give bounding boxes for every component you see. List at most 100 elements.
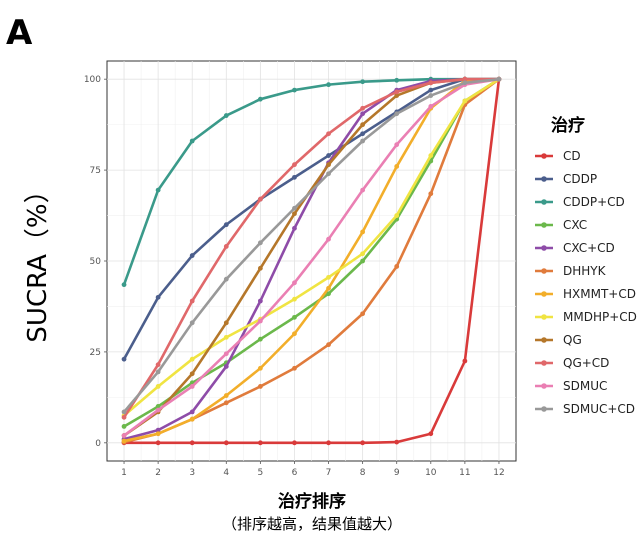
data-point xyxy=(326,285,331,291)
legend-key-point xyxy=(541,360,547,366)
data-point xyxy=(223,334,229,340)
data-point xyxy=(121,282,127,288)
series-line xyxy=(122,77,501,286)
data-point xyxy=(360,251,366,257)
data-point xyxy=(155,427,161,433)
data-point xyxy=(121,356,127,362)
x-tick-label: 4 xyxy=(223,468,229,478)
data-point xyxy=(394,142,400,148)
x-tick-label: 5 xyxy=(258,468,264,478)
data-point xyxy=(394,89,400,95)
data-point xyxy=(360,187,366,193)
legend-label: SDMUC xyxy=(563,379,607,393)
x-tick-label: 6 xyxy=(292,468,298,478)
data-point xyxy=(360,111,366,117)
data-point xyxy=(360,131,366,137)
data-point xyxy=(462,76,468,82)
data-point xyxy=(462,80,468,86)
legend-key-point xyxy=(541,314,547,320)
data-point xyxy=(189,384,195,389)
data-point xyxy=(189,298,195,304)
data-point xyxy=(189,253,195,258)
legend-label: DHHYK xyxy=(563,264,607,278)
data-point xyxy=(326,291,331,297)
x-tick-label: 11 xyxy=(459,468,470,478)
series-layer xyxy=(121,76,502,446)
data-point xyxy=(360,229,366,235)
data-point xyxy=(292,211,297,217)
data-point xyxy=(155,404,161,409)
data-point xyxy=(121,424,127,429)
data-point xyxy=(121,433,127,438)
legend-key-point xyxy=(541,222,547,228)
data-point xyxy=(326,131,331,137)
data-point xyxy=(257,96,263,102)
legend-item: QG+CD xyxy=(535,356,609,370)
legend-label: CXC xyxy=(563,218,587,232)
legend-item: HXMMT+CD xyxy=(535,287,636,301)
data-point xyxy=(257,365,263,371)
series-line xyxy=(122,77,501,419)
legend-item: MMDHP+CD xyxy=(535,310,637,324)
legend-key-point xyxy=(541,268,547,274)
data-point xyxy=(223,222,229,228)
y-tick-label: 100 xyxy=(84,75,101,85)
data-point xyxy=(360,258,366,264)
series-line xyxy=(122,77,501,361)
legend-item: SDMUC xyxy=(535,379,607,393)
data-point xyxy=(155,187,161,193)
data-point xyxy=(326,342,331,348)
x-axis-ticks: 1 2 3 4 5 6 7 8 9 10 11 12 xyxy=(121,461,505,478)
data-point xyxy=(155,440,161,446)
data-point xyxy=(394,77,400,83)
y-tick-label: 0 xyxy=(95,439,101,449)
y-tick-label: 75 xyxy=(90,166,101,176)
data-point xyxy=(428,191,434,197)
data-point xyxy=(223,364,229,369)
data-point xyxy=(155,294,161,300)
data-point xyxy=(360,311,366,317)
data-point xyxy=(189,409,195,415)
legend-key-point xyxy=(541,153,547,159)
data-point xyxy=(155,407,161,413)
data-point xyxy=(223,276,229,282)
y-tick-label: 50 xyxy=(90,257,102,267)
legend-label: HXMMT+CD xyxy=(563,287,636,301)
legend-title: 治疗 xyxy=(551,115,585,136)
series-line xyxy=(122,77,501,414)
legend-label: CXC+CD xyxy=(563,241,615,255)
data-point xyxy=(394,439,400,445)
data-point xyxy=(326,274,331,280)
x-axis-label: 治疗排序 xyxy=(278,491,346,512)
data-point xyxy=(292,280,297,286)
data-point xyxy=(292,205,297,211)
data-point xyxy=(257,196,263,202)
data-point xyxy=(292,440,297,446)
data-point xyxy=(257,440,263,446)
data-point xyxy=(496,76,502,82)
legend-key-point xyxy=(541,406,547,412)
x-tick-label: 2 xyxy=(155,468,161,478)
legend-item: DHHYK xyxy=(535,264,607,278)
data-point xyxy=(292,314,297,320)
data-point xyxy=(189,320,195,326)
data-point xyxy=(360,122,366,128)
x-tick-label: 7 xyxy=(326,468,332,478)
series-line xyxy=(122,77,501,437)
x-tick-label: 1 xyxy=(121,468,127,478)
data-point xyxy=(223,393,229,398)
series-sdmuc xyxy=(121,76,502,438)
legend-key-point xyxy=(541,337,547,343)
data-point xyxy=(223,244,229,249)
data-point xyxy=(326,440,331,446)
data-point xyxy=(121,414,127,420)
legend-label: QG+CD xyxy=(563,356,609,370)
data-point xyxy=(223,351,229,357)
data-point xyxy=(189,138,195,144)
data-point xyxy=(121,438,127,444)
data-point xyxy=(155,384,161,389)
series-line xyxy=(122,77,501,445)
data-point xyxy=(428,80,434,86)
legend-item: QG xyxy=(535,333,582,347)
